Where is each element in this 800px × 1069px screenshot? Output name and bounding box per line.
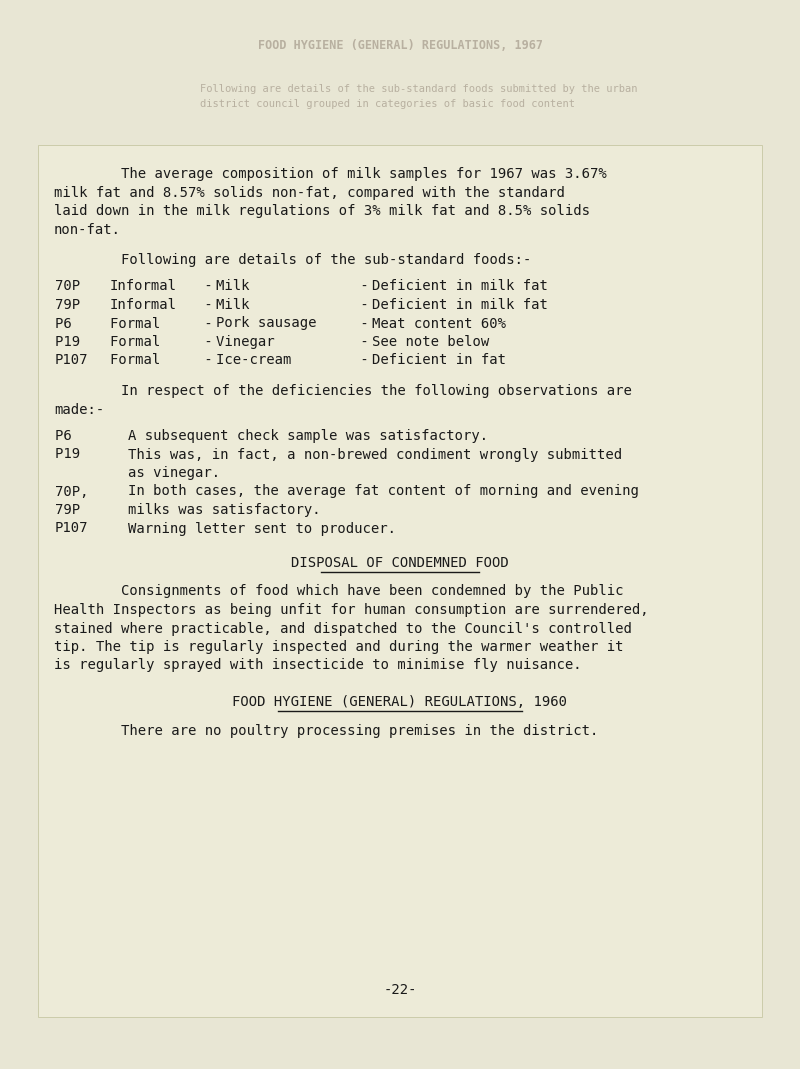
Text: -: - xyxy=(352,316,377,330)
Text: -22-: -22- xyxy=(383,983,417,997)
Text: P107: P107 xyxy=(55,522,89,536)
Text: Milk: Milk xyxy=(216,298,317,312)
Text: 70P: 70P xyxy=(55,279,89,294)
Text: A subsequent check sample was satisfactory.: A subsequent check sample was satisfacto… xyxy=(128,429,488,443)
Text: Vinegar: Vinegar xyxy=(216,335,317,348)
Text: Formal: Formal xyxy=(110,354,177,368)
Text: Formal: Formal xyxy=(110,316,177,330)
Text: milk fat and 8.57% solids non-fat, compared with the standard: milk fat and 8.57% solids non-fat, compa… xyxy=(54,186,565,200)
Text: is regularly sprayed with insecticide to minimise fly nuisance.: is regularly sprayed with insecticide to… xyxy=(54,659,582,672)
Text: -: - xyxy=(352,279,377,294)
Text: -: - xyxy=(196,316,221,330)
Text: -: - xyxy=(196,354,221,368)
Text: Informal: Informal xyxy=(110,298,177,312)
Text: district council grouped in categories of basic food content: district council grouped in categories o… xyxy=(200,99,575,109)
Text: There are no poultry processing premises in the district.: There are no poultry processing premises… xyxy=(54,724,598,738)
Text: made:-: made:- xyxy=(54,403,104,417)
Text: Following are details of the sub-standard foods submitted by the urban: Following are details of the sub-standar… xyxy=(200,84,638,94)
Text: P107: P107 xyxy=(55,354,89,368)
Text: milks was satisfactory.: milks was satisfactory. xyxy=(128,503,321,517)
Text: P6: P6 xyxy=(55,429,89,443)
FancyBboxPatch shape xyxy=(38,145,762,1017)
Text: -: - xyxy=(352,335,377,348)
Text: Consignments of food which have been condemned by the Public: Consignments of food which have been con… xyxy=(54,585,623,599)
Text: P19: P19 xyxy=(55,335,89,348)
Text: Ice-cream: Ice-cream xyxy=(216,354,317,368)
Text: -: - xyxy=(196,279,221,294)
Text: 79P: 79P xyxy=(55,503,89,517)
Text: Deficient in fat: Deficient in fat xyxy=(372,354,506,368)
Text: Deficient in milk fat: Deficient in milk fat xyxy=(372,279,548,294)
Text: -: - xyxy=(196,335,221,348)
Text: This was, in fact, a non-brewed condiment wrongly submitted: This was, in fact, a non-brewed condimen… xyxy=(128,448,622,462)
Text: Pork sausage: Pork sausage xyxy=(216,316,317,330)
Text: In both cases, the average fat content of morning and evening: In both cases, the average fat content o… xyxy=(128,484,639,498)
Text: The average composition of milk samples for 1967 was 3.67%: The average composition of milk samples … xyxy=(54,167,606,181)
Text: Warning letter sent to producer.: Warning letter sent to producer. xyxy=(128,522,396,536)
Text: P6: P6 xyxy=(55,316,89,330)
Text: 70P,: 70P, xyxy=(55,484,89,498)
Text: 79P: 79P xyxy=(55,298,89,312)
Text: -: - xyxy=(196,298,221,312)
Text: DISPOSAL OF CONDEMNED FOOD: DISPOSAL OF CONDEMNED FOOD xyxy=(291,556,509,570)
Text: In respect of the deficiencies the following observations are: In respect of the deficiencies the follo… xyxy=(54,384,632,398)
Text: -: - xyxy=(352,298,377,312)
Text: tip. The tip is regularly inspected and during the warmer weather it: tip. The tip is regularly inspected and … xyxy=(54,640,623,654)
Text: Informal: Informal xyxy=(110,279,177,294)
Text: P19: P19 xyxy=(55,448,89,462)
Text: Formal: Formal xyxy=(110,335,177,348)
Text: Deficient in milk fat: Deficient in milk fat xyxy=(372,298,548,312)
Text: Health Inspectors as being unfit for human consumption are surrendered,: Health Inspectors as being unfit for hum… xyxy=(54,603,649,617)
Text: laid down in the milk regulations of 3% milk fat and 8.5% solids: laid down in the milk regulations of 3% … xyxy=(54,204,590,218)
Text: stained where practicable, and dispatched to the Council's controlled: stained where practicable, and dispatche… xyxy=(54,621,632,635)
Text: Following are details of the sub-standard foods:-: Following are details of the sub-standar… xyxy=(54,253,531,267)
Text: Milk: Milk xyxy=(216,279,317,294)
Text: non-fat.: non-fat. xyxy=(54,222,121,236)
Text: FOOD HYGIENE (GENERAL) REGULATIONS, 1967: FOOD HYGIENE (GENERAL) REGULATIONS, 1967 xyxy=(258,38,542,52)
Text: Meat content 60%: Meat content 60% xyxy=(372,316,506,330)
Text: -: - xyxy=(352,354,377,368)
Text: See note below: See note below xyxy=(372,335,490,348)
Text: as vinegar.: as vinegar. xyxy=(128,466,220,480)
Text: FOOD HYGIENE (GENERAL) REGULATIONS, 1960: FOOD HYGIENE (GENERAL) REGULATIONS, 1960 xyxy=(233,695,567,709)
